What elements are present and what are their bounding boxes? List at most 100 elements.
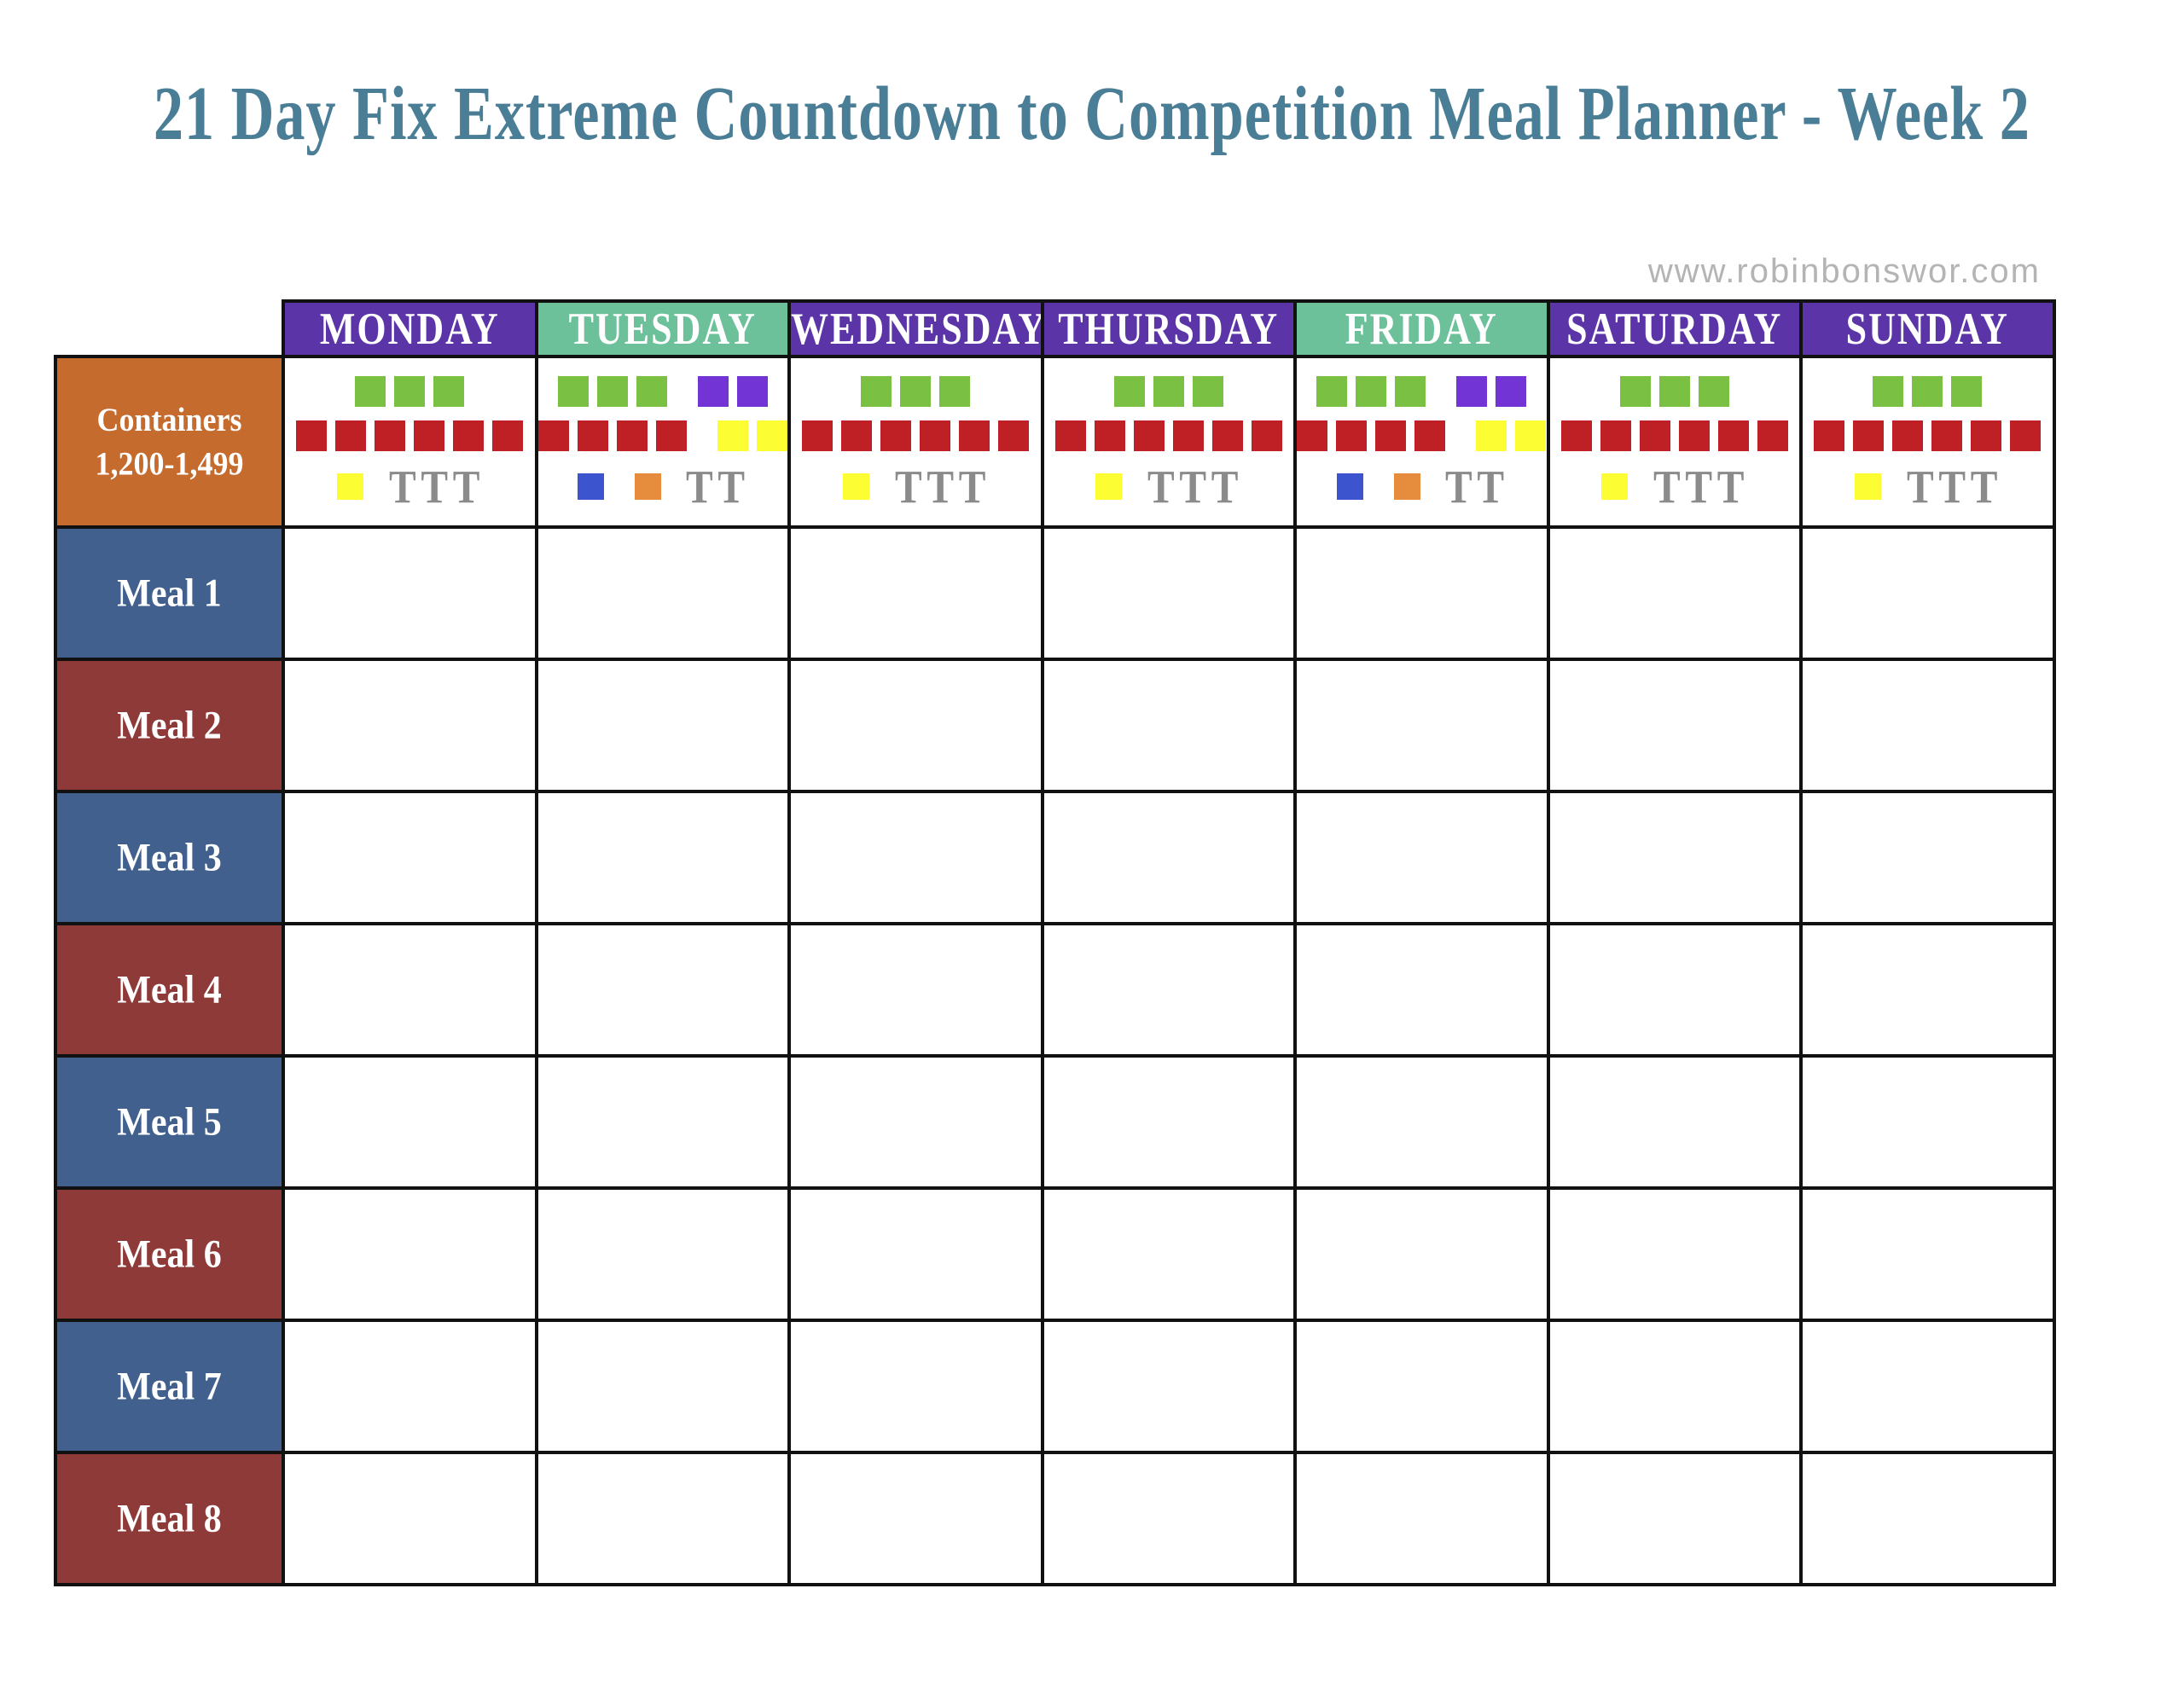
green-container-square [1192, 375, 1223, 407]
green-container-square [1113, 375, 1145, 407]
meal-row-3: Meal 3 [54, 790, 2056, 925]
yellow-container-square [717, 420, 748, 451]
yellow-container-square [1515, 420, 1545, 451]
meal-cell-monday-5 [282, 1054, 538, 1190]
red-container-square [1892, 420, 1924, 451]
red-container-square [880, 420, 912, 451]
meal-cell-monday-1 [282, 525, 538, 661]
meal-cell-monday-2 [282, 658, 538, 793]
teaspoon-marks: TTT [1653, 460, 1750, 513]
meal-label-3: Meal 3 [54, 790, 285, 925]
meal-cell-friday-2 [1293, 658, 1550, 793]
green-container-square [1698, 375, 1729, 407]
meal-cell-thursday-6 [1040, 1186, 1297, 1322]
red-container-square [959, 420, 990, 451]
purple-container-square [736, 375, 768, 407]
meal-cell-sunday-5 [1799, 1054, 2056, 1190]
green-container-square [1912, 375, 1943, 407]
green-container-square [433, 375, 465, 407]
meal-cell-thursday-5 [1040, 1054, 1297, 1190]
red-container-square [1639, 420, 1670, 451]
meal-cell-tuesday-8 [534, 1451, 791, 1586]
meal-cell-saturday-8 [1546, 1451, 1803, 1586]
meal-row-7: Meal 7 [54, 1319, 2056, 1454]
meal-cell-friday-7 [1293, 1319, 1550, 1454]
red-container-square [1172, 420, 1204, 451]
meal-cell-tuesday-4 [534, 922, 791, 1058]
red-container-square [1054, 420, 1086, 451]
day-header-monday: MONDAY [282, 299, 538, 358]
day-header-saturday: SATURDAY [1546, 299, 1803, 358]
red-container-square [577, 420, 608, 451]
meal-cell-wednesday-4 [787, 922, 1044, 1058]
meal-row-8: Meal 8 [54, 1451, 2056, 1586]
meal-cell-saturday-3 [1546, 790, 1803, 925]
meal-cell-tuesday-2 [534, 658, 791, 793]
red-container-square [1133, 420, 1165, 451]
teaspoon-marks: TTT [894, 460, 990, 513]
meal-cell-sunday-2 [1799, 658, 2056, 793]
yellow-container-square [1854, 473, 1881, 500]
red-container-square [1414, 420, 1446, 451]
red-container-square [492, 420, 524, 451]
meal-cell-friday-6 [1293, 1186, 1550, 1322]
meal-row-4: Meal 4 [54, 922, 2056, 1058]
day-header-row: MONDAY TUESDAY WEDNESDAY THURSDAY FRIDAY SATU… [55, 299, 2056, 358]
meal-cell-friday-5 [1293, 1054, 1550, 1190]
meal-cell-sunday-6 [1799, 1186, 2056, 1322]
green-container-square [861, 375, 892, 407]
purple-container-square [1496, 375, 1527, 407]
green-container-square [1619, 375, 1651, 407]
day-header-friday: FRIDAY [1293, 299, 1550, 358]
yellow-container-square [756, 420, 787, 451]
meal-cell-monday-6 [282, 1186, 538, 1322]
containers-monday: TTT [282, 355, 538, 529]
meal-row-5: Meal 5 [54, 1054, 2056, 1190]
meal-cell-saturday-5 [1546, 1054, 1803, 1190]
green-container-square [1153, 375, 1184, 407]
green-container-square [1951, 375, 1983, 407]
meal-cell-monday-3 [282, 790, 538, 925]
containers-sunday: TTT [1799, 355, 2056, 529]
red-container-square [802, 420, 834, 451]
green-container-square [939, 375, 971, 407]
meal-row-1: Meal 1 [54, 525, 2056, 661]
page-title-text: 21 Day Fix Extreme Countdown to Competit… [154, 71, 2030, 157]
meal-cell-friday-8 [1293, 1451, 1550, 1586]
meal-cell-wednesday-3 [787, 790, 1044, 925]
containers-friday: TT [1293, 355, 1550, 529]
meal-cell-friday-4 [1293, 922, 1550, 1058]
red-container-square [414, 420, 445, 451]
red-container-square [1600, 420, 1631, 451]
teaspoon-marks: TT [1444, 460, 1509, 513]
red-container-square [655, 420, 687, 451]
orange-container-square [1393, 473, 1420, 500]
green-container-square [1873, 375, 1904, 407]
teaspoon-marks: TT [686, 460, 751, 513]
meal-cell-wednesday-1 [787, 525, 1044, 661]
meal-cell-thursday-3 [1040, 790, 1297, 925]
meal-cell-thursday-2 [1040, 658, 1297, 793]
red-container-square [1094, 420, 1125, 451]
red-container-square [1251, 420, 1282, 451]
red-container-square [453, 420, 485, 451]
yellow-container-square [1095, 473, 1123, 500]
red-container-square [1375, 420, 1407, 451]
red-container-square [841, 420, 873, 451]
meal-cell-monday-7 [282, 1319, 538, 1454]
yellow-container-square [1476, 420, 1507, 451]
containers-thursday: TTT [1040, 355, 1297, 529]
red-container-square [375, 420, 406, 451]
meal-label-1: Meal 1 [54, 525, 285, 661]
teaspoon-marks: TTT [1906, 460, 2002, 513]
green-container-square [557, 375, 589, 407]
red-container-square [1717, 420, 1749, 451]
meal-cell-sunday-3 [1799, 790, 2056, 925]
meal-cell-wednesday-5 [787, 1054, 1044, 1190]
containers-saturday: TTT [1546, 355, 1803, 529]
meal-cell-wednesday-6 [787, 1186, 1044, 1322]
red-container-square [2010, 420, 2042, 451]
green-container-square [394, 375, 426, 407]
day-header-wednesday: WEDNESDAY [787, 299, 1044, 358]
